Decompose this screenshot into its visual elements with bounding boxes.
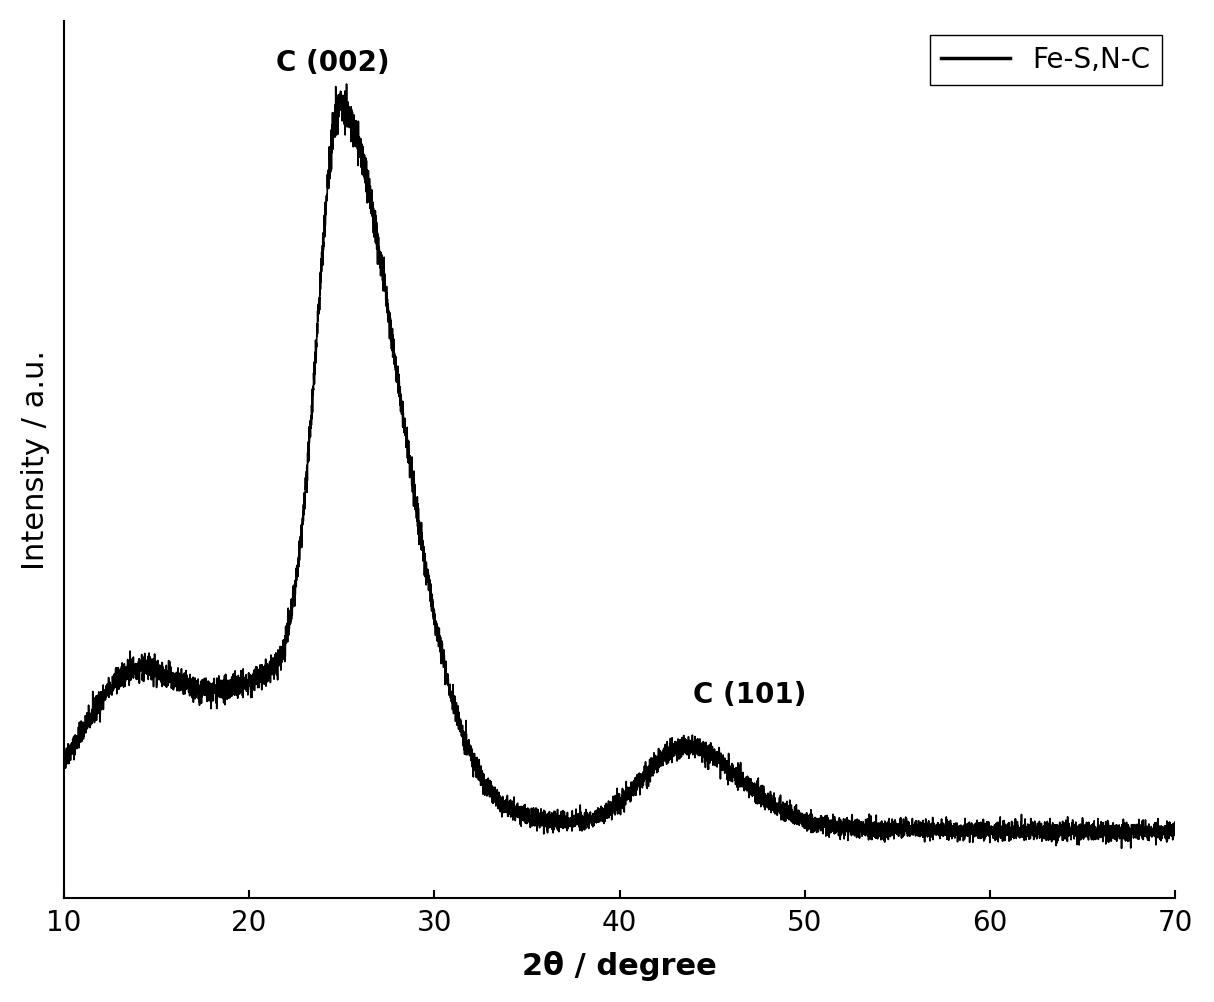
Y-axis label: Intensity / a.u.: Intensity / a.u. <box>21 350 50 569</box>
Legend: Fe-S,N-C: Fe-S,N-C <box>930 35 1162 85</box>
Text: C (101): C (101) <box>693 681 806 709</box>
Text: C (002): C (002) <box>276 49 390 77</box>
X-axis label: 2θ / degree: 2θ / degree <box>522 951 717 981</box>
